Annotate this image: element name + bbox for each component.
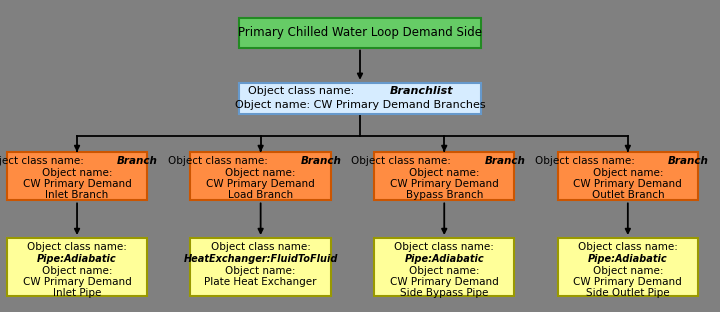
FancyBboxPatch shape bbox=[6, 238, 148, 296]
Text: Pipe:Adiabatic: Pipe:Adiabatic bbox=[405, 254, 484, 264]
Text: Object class name:: Object class name: bbox=[535, 156, 638, 167]
FancyBboxPatch shape bbox=[557, 238, 698, 296]
Text: Object class name:: Object class name: bbox=[0, 156, 87, 167]
Text: Object name:: Object name: bbox=[225, 168, 296, 178]
Text: Inlet Pipe: Inlet Pipe bbox=[53, 287, 102, 298]
FancyBboxPatch shape bbox=[239, 18, 481, 47]
FancyBboxPatch shape bbox=[557, 152, 698, 201]
Text: Inlet Branch: Inlet Branch bbox=[45, 189, 109, 200]
Text: Object name:: Object name: bbox=[225, 266, 296, 276]
Text: Primary Chilled Water Loop Demand Side: Primary Chilled Water Loop Demand Side bbox=[238, 26, 482, 39]
Text: Object class name:: Object class name: bbox=[578, 242, 678, 252]
Text: Outlet Branch: Outlet Branch bbox=[592, 189, 664, 200]
FancyBboxPatch shape bbox=[190, 238, 330, 296]
FancyBboxPatch shape bbox=[374, 152, 514, 201]
Text: Pipe:Adiabatic: Pipe:Adiabatic bbox=[588, 254, 667, 264]
Text: Object name:: Object name: bbox=[42, 266, 112, 276]
Text: HeatExchanger:FluidToFluid: HeatExchanger:FluidToFluid bbox=[184, 254, 338, 264]
Text: Branch: Branch bbox=[668, 156, 709, 167]
Text: CW Primary Demand: CW Primary Demand bbox=[206, 179, 315, 189]
Text: Object class name:: Object class name: bbox=[211, 242, 310, 252]
Text: Side Outlet Pipe: Side Outlet Pipe bbox=[586, 287, 670, 298]
FancyBboxPatch shape bbox=[239, 83, 481, 114]
FancyBboxPatch shape bbox=[6, 152, 148, 201]
Text: Object class name:: Object class name: bbox=[168, 156, 271, 167]
Text: CW Primary Demand: CW Primary Demand bbox=[573, 276, 683, 287]
FancyBboxPatch shape bbox=[190, 152, 330, 201]
Text: Branchlist: Branchlist bbox=[390, 86, 454, 96]
Text: CW Primary Demand: CW Primary Demand bbox=[573, 179, 683, 189]
Text: Branch: Branch bbox=[485, 156, 526, 167]
Text: CW Primary Demand: CW Primary Demand bbox=[390, 276, 499, 287]
Text: Plate Heat Exchanger: Plate Heat Exchanger bbox=[204, 276, 317, 287]
Text: Object name:: Object name: bbox=[593, 168, 663, 178]
Text: Object class name:: Object class name: bbox=[351, 156, 454, 167]
Text: Pipe:Adiabatic: Pipe:Adiabatic bbox=[37, 254, 117, 264]
Text: Object name:: Object name: bbox=[593, 266, 663, 276]
Text: Object name:: Object name: bbox=[409, 168, 480, 178]
Text: CW Primary Demand: CW Primary Demand bbox=[390, 179, 499, 189]
Text: CW Primary Demand: CW Primary Demand bbox=[22, 179, 132, 189]
Text: CW Primary Demand: CW Primary Demand bbox=[22, 276, 132, 287]
Text: Object name:: Object name: bbox=[42, 168, 112, 178]
Text: Object name:: Object name: bbox=[409, 266, 480, 276]
Text: Object name: CW Primary Demand Branches: Object name: CW Primary Demand Branches bbox=[235, 100, 485, 110]
Text: Object class name:: Object class name: bbox=[395, 242, 494, 252]
FancyBboxPatch shape bbox=[374, 238, 514, 296]
Text: Object class name:: Object class name: bbox=[27, 242, 127, 252]
Text: Load Branch: Load Branch bbox=[228, 189, 293, 200]
Text: Side Bypass Pipe: Side Bypass Pipe bbox=[400, 287, 488, 298]
Text: Branch: Branch bbox=[301, 156, 342, 167]
Text: Bypass Branch: Bypass Branch bbox=[405, 189, 483, 200]
Text: Branch: Branch bbox=[117, 156, 158, 167]
Text: Object class name:: Object class name: bbox=[248, 86, 358, 96]
